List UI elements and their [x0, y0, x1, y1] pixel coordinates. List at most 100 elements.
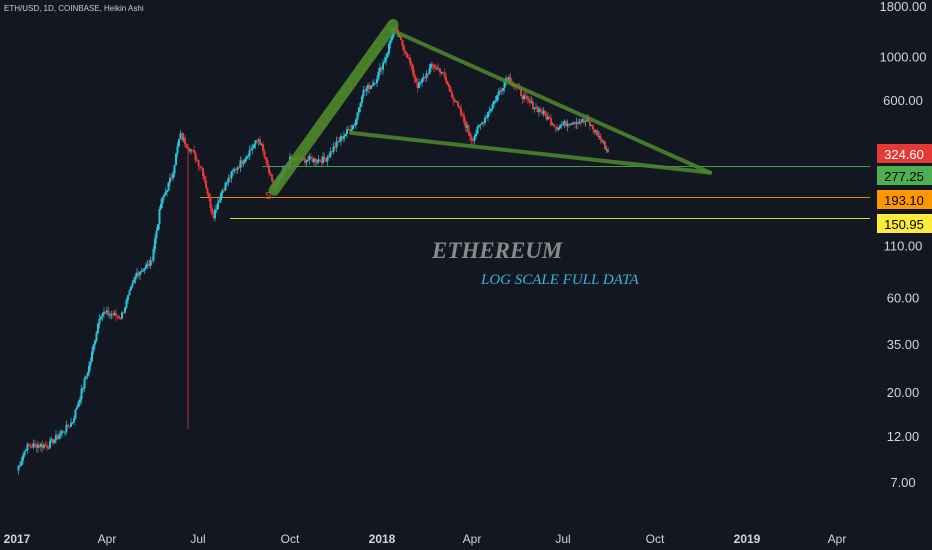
- candle-body: [179, 133, 182, 139]
- candle-body: [89, 361, 92, 366]
- candle-body: [139, 272, 141, 276]
- candle-body: [382, 62, 384, 70]
- candle-body: [160, 203, 162, 210]
- candle-body: [215, 209, 218, 211]
- candle-body: [578, 121, 581, 124]
- candle-body: [509, 77, 512, 83]
- candle-body: [64, 431, 66, 433]
- candle-body: [409, 57, 411, 64]
- pattern-trendline[interactable]: [349, 130, 712, 175]
- candle-body: [172, 173, 174, 179]
- candle-body: [454, 100, 456, 102]
- candle-body: [328, 156, 330, 158]
- candle-body: [134, 276, 137, 280]
- candle-body: [445, 76, 447, 82]
- candle-body: [223, 190, 225, 192]
- candle-body: [166, 190, 168, 193]
- candle-body: [226, 182, 228, 184]
- candle-body: [356, 112, 359, 120]
- candle-body: [20, 460, 23, 466]
- candle-body: [265, 157, 267, 160]
- candle-body: [250, 149, 252, 151]
- candle-body: [227, 177, 230, 183]
- candle-body: [340, 136, 342, 141]
- candle-body: [535, 107, 537, 109]
- candle-body: [319, 159, 321, 161]
- candle-body: [208, 193, 210, 198]
- candle-body: [446, 81, 449, 85]
- candle-body: [490, 108, 492, 111]
- candle-body: [437, 67, 440, 69]
- candle-body: [431, 63, 434, 65]
- candle-body: [98, 318, 101, 324]
- candle-body: [76, 407, 78, 410]
- candle-body: [49, 440, 51, 449]
- candle-body: [458, 105, 461, 109]
- candle-body: [343, 136, 345, 139]
- candle-body: [584, 121, 587, 123]
- candle-body: [79, 399, 81, 403]
- candle-body: [127, 295, 129, 300]
- candle-body: [484, 117, 486, 124]
- candle-body: [412, 64, 414, 75]
- candle-body: [266, 159, 269, 167]
- candle-body: [47, 447, 50, 449]
- candle-body: [602, 141, 605, 143]
- candle-body: [235, 169, 237, 171]
- candle-body: [140, 270, 143, 273]
- candle-body: [239, 160, 242, 168]
- candle-body: [124, 307, 126, 313]
- candle-body: [331, 151, 333, 153]
- candle-body: [364, 90, 366, 92]
- candle-body: [122, 312, 125, 314]
- candle-body: [62, 431, 65, 433]
- candle-body: [17, 466, 20, 471]
- candle-body: [520, 89, 522, 97]
- pattern-trendline[interactable]: [391, 28, 712, 175]
- candle-body: [59, 433, 62, 436]
- candle-body: [53, 439, 56, 444]
- candle-body: [82, 388, 84, 390]
- candle-body: [242, 161, 245, 164]
- candle-body: [335, 141, 338, 148]
- candle-body: [37, 444, 39, 448]
- candle-body: [562, 124, 564, 126]
- x-tick-label: 2018: [369, 532, 396, 546]
- candle-body: [367, 84, 369, 89]
- candle-body: [538, 109, 540, 113]
- candle-body: [92, 344, 95, 352]
- candle-body: [379, 67, 381, 72]
- candle-body: [158, 209, 161, 225]
- candle-body: [346, 129, 348, 134]
- candle-body: [499, 90, 501, 93]
- candle-body: [307, 159, 309, 161]
- candle-body: [152, 249, 155, 261]
- candle-body: [238, 167, 240, 169]
- candle-body: [463, 115, 465, 122]
- candle-body: [125, 299, 128, 308]
- candle-body: [547, 116, 549, 120]
- candle-body: [170, 177, 173, 179]
- candle-body: [572, 122, 575, 124]
- candle-body: [190, 149, 192, 152]
- candle-body: [271, 174, 273, 181]
- candle-body: [88, 365, 90, 374]
- candle-body: [311, 158, 314, 163]
- candle-body: [260, 144, 263, 146]
- candle-body: [110, 314, 113, 316]
- candle-body: [167, 182, 170, 191]
- candle-body: [433, 64, 435, 68]
- candle-body: [203, 176, 206, 181]
- candle-body: [440, 72, 443, 74]
- candle-body: [556, 126, 558, 130]
- candle-body: [527, 98, 530, 101]
- candle-body: [97, 323, 99, 333]
- pattern-trendline[interactable]: [268, 19, 399, 196]
- candle-body: [526, 96, 528, 99]
- candle-body: [73, 418, 75, 423]
- candle-body: [304, 158, 306, 163]
- candle-body: [464, 121, 467, 128]
- candle-body: [77, 402, 80, 408]
- candle-body: [553, 124, 555, 127]
